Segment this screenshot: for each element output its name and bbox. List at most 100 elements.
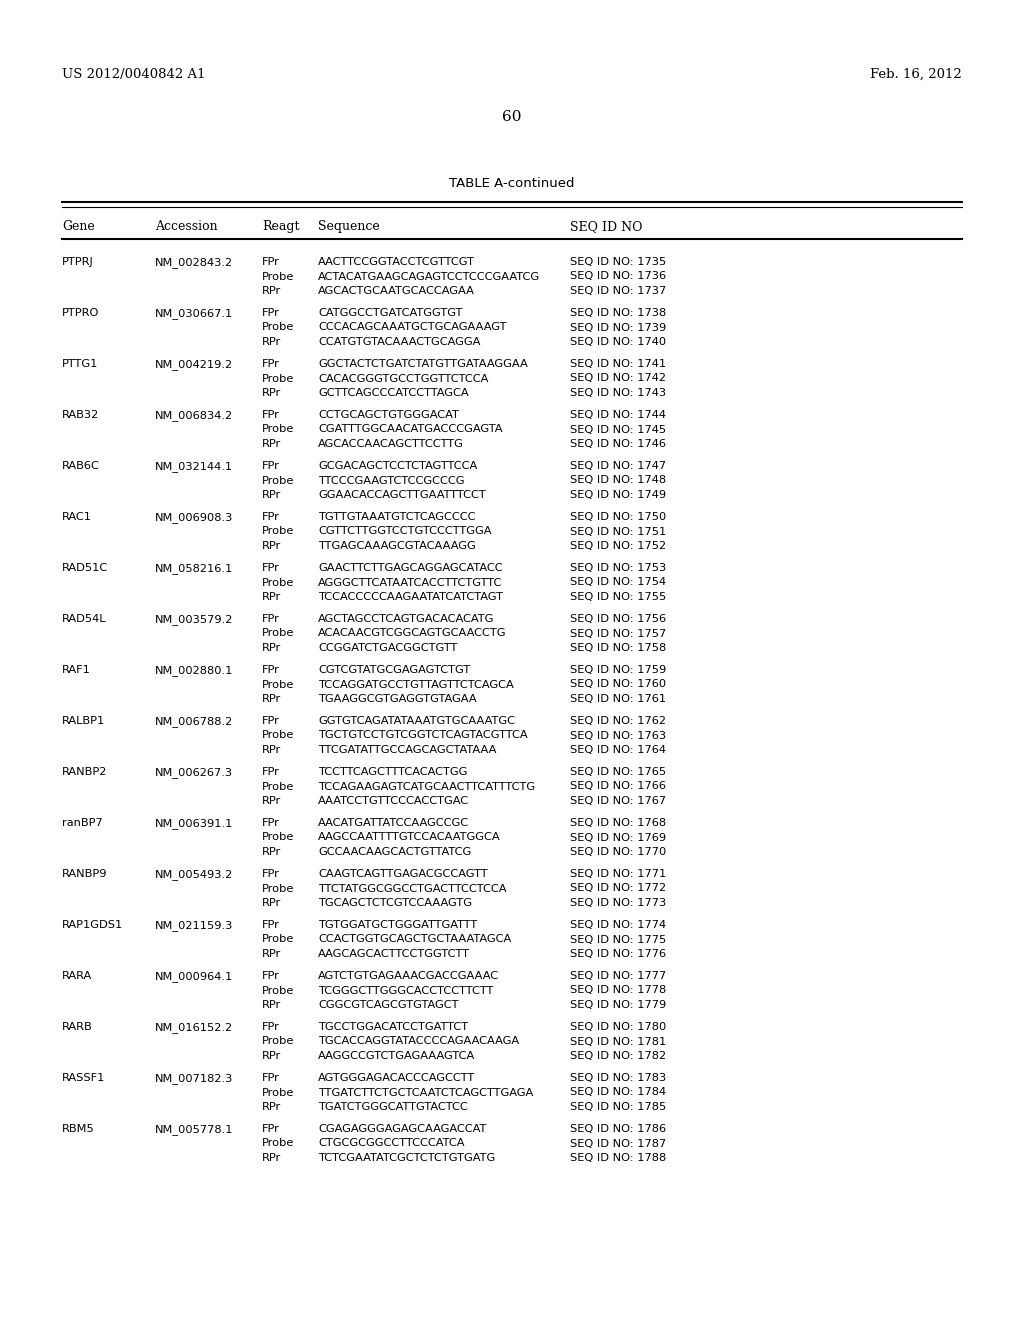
Text: NM_006788.2: NM_006788.2 <box>155 715 233 727</box>
Text: SEQ ID NO: 1768: SEQ ID NO: 1768 <box>570 818 667 828</box>
Text: FPr: FPr <box>262 972 280 981</box>
Text: GGTGTCAGATATAAATGTGCAAATGC: GGTGTCAGATATAAATGTGCAAATGC <box>318 715 515 726</box>
Text: SEQ ID NO: SEQ ID NO <box>570 220 642 234</box>
Text: CCATGTGTACAAACTGCAGGA: CCATGTGTACAAACTGCAGGA <box>318 337 480 347</box>
Text: SEQ ID NO: 1739: SEQ ID NO: 1739 <box>570 322 667 333</box>
Text: SEQ ID NO: 1771: SEQ ID NO: 1771 <box>570 869 667 879</box>
Text: FPr: FPr <box>262 920 280 931</box>
Text: AAGGCCGTCTGAGAAAGTCA: AAGGCCGTCTGAGAAAGTCA <box>318 1051 475 1061</box>
Text: RANBP9: RANBP9 <box>62 869 108 879</box>
Text: SEQ ID NO: 1776: SEQ ID NO: 1776 <box>570 949 667 960</box>
Text: AGCACCAACAGCTTCCTTG: AGCACCAACAGCTTCCTTG <box>318 440 464 449</box>
Text: SEQ ID NO: 1772: SEQ ID NO: 1772 <box>570 883 667 894</box>
Text: SEQ ID NO: 1754: SEQ ID NO: 1754 <box>570 578 667 587</box>
Text: NM_058216.1: NM_058216.1 <box>155 564 233 574</box>
Text: SEQ ID NO: 1764: SEQ ID NO: 1764 <box>570 744 666 755</box>
Text: PTPRO: PTPRO <box>62 308 99 318</box>
Text: SEQ ID NO: 1763: SEQ ID NO: 1763 <box>570 730 667 741</box>
Text: AGCACTGCAATGCACCAGAA: AGCACTGCAATGCACCAGAA <box>318 286 475 296</box>
Text: RAD54L: RAD54L <box>62 614 106 624</box>
Text: SEQ ID NO: 1774: SEQ ID NO: 1774 <box>570 920 667 931</box>
Text: Probe: Probe <box>262 781 294 792</box>
Text: AACATGATTATCCAAGCCGC: AACATGATTATCCAAGCCGC <box>318 818 469 828</box>
Text: SEQ ID NO: 1750: SEQ ID NO: 1750 <box>570 512 667 521</box>
Text: SEQ ID NO: 1743: SEQ ID NO: 1743 <box>570 388 667 399</box>
Text: SEQ ID NO: 1767: SEQ ID NO: 1767 <box>570 796 667 807</box>
Text: FPr: FPr <box>262 512 280 521</box>
Text: FPr: FPr <box>262 308 280 318</box>
Text: SEQ ID NO: 1735: SEQ ID NO: 1735 <box>570 257 667 267</box>
Text: NM_032144.1: NM_032144.1 <box>155 461 233 473</box>
Text: RPr: RPr <box>262 440 282 449</box>
Text: TGCCTGGACATCCTGATTCT: TGCCTGGACATCCTGATTCT <box>318 1022 468 1032</box>
Text: FPr: FPr <box>262 257 280 267</box>
Text: SEQ ID NO: 1761: SEQ ID NO: 1761 <box>570 694 667 704</box>
Text: ACTACATGAAGCAGAGTCCTCCCGAATCG: ACTACATGAAGCAGAGTCCTCCCGAATCG <box>318 272 540 281</box>
Text: SEQ ID NO: 1760: SEQ ID NO: 1760 <box>570 680 667 689</box>
Text: SEQ ID NO: 1736: SEQ ID NO: 1736 <box>570 272 667 281</box>
Text: TTCGATATTGCCAGCAGCTATAAA: TTCGATATTGCCAGCAGCTATAAA <box>318 744 497 755</box>
Text: RASSF1: RASSF1 <box>62 1073 105 1082</box>
Text: AAGCAGCACTTCCTGGTCTT: AAGCAGCACTTCCTGGTCTT <box>318 949 470 960</box>
Text: AAGCCAATTTTGTCCACAATGGCA: AAGCCAATTTTGTCCACAATGGCA <box>318 833 501 842</box>
Text: CAAGTCAGTTGAGACGCCAGTT: CAAGTCAGTTGAGACGCCAGTT <box>318 869 487 879</box>
Text: TCCACCCCCAAGAATATCATCTAGT: TCCACCCCCAAGAATATCATCTAGT <box>318 591 503 602</box>
Text: Probe: Probe <box>262 374 294 384</box>
Text: SEQ ID NO: 1778: SEQ ID NO: 1778 <box>570 986 667 995</box>
Text: GCGACAGCTCCTCTAGTTCCA: GCGACAGCTCCTCTAGTTCCA <box>318 461 477 471</box>
Text: CTGCGCGGCCTTCCCATCA: CTGCGCGGCCTTCCCATCA <box>318 1138 465 1148</box>
Text: CCCACAGCAAATGCTGCAGAAAGT: CCCACAGCAAATGCTGCAGAAAGT <box>318 322 507 333</box>
Text: SEQ ID NO: 1738: SEQ ID NO: 1738 <box>570 308 667 318</box>
Text: FPr: FPr <box>262 1125 280 1134</box>
Text: FPr: FPr <box>262 869 280 879</box>
Text: FPr: FPr <box>262 1022 280 1032</box>
Text: TCGGGCTTGGGCACCTCCTTCTT: TCGGGCTTGGGCACCTCCTTCTT <box>318 986 494 995</box>
Text: SEQ ID NO: 1746: SEQ ID NO: 1746 <box>570 440 666 449</box>
Text: Probe: Probe <box>262 425 294 434</box>
Text: Probe: Probe <box>262 833 294 842</box>
Text: NM_006908.3: NM_006908.3 <box>155 512 233 523</box>
Text: RPr: RPr <box>262 694 282 704</box>
Text: NM_002880.1: NM_002880.1 <box>155 665 233 676</box>
Text: RPr: RPr <box>262 591 282 602</box>
Text: TGTTGTAAATGTCTCAGCCCC: TGTTGTAAATGTCTCAGCCCC <box>318 512 475 521</box>
Text: Probe: Probe <box>262 1138 294 1148</box>
Text: Probe: Probe <box>262 935 294 945</box>
Text: Probe: Probe <box>262 986 294 995</box>
Text: TCTCGAATATCGCTCTCTGTGATG: TCTCGAATATCGCTCTCTGTGATG <box>318 1152 496 1163</box>
Text: Probe: Probe <box>262 883 294 894</box>
Text: RAD51C: RAD51C <box>62 564 109 573</box>
Text: 60: 60 <box>502 110 522 124</box>
Text: RAP1GDS1: RAP1GDS1 <box>62 920 123 931</box>
Text: TTCCCGAAGTCTCCGCCCG: TTCCCGAAGTCTCCGCCCG <box>318 475 465 486</box>
Text: CGTTCTTGGTCCTGTCCCTTGGA: CGTTCTTGGTCCTGTCCCTTGGA <box>318 527 492 536</box>
Text: GCCAACAAGCACTGTTATCG: GCCAACAAGCACTGTTATCG <box>318 847 471 857</box>
Text: NM_002843.2: NM_002843.2 <box>155 257 233 268</box>
Text: TCCAGAAGAGTCATGCAACTTCATTTCTG: TCCAGAAGAGTCATGCAACTTCATTTCTG <box>318 781 536 792</box>
Text: TCCAGGATGCCTGTTAGTTCTCAGCA: TCCAGGATGCCTGTTAGTTCTCAGCA <box>318 680 514 689</box>
Text: SEQ ID NO: 1742: SEQ ID NO: 1742 <box>570 374 666 384</box>
Text: RPr: RPr <box>262 388 282 399</box>
Text: RANBP2: RANBP2 <box>62 767 108 777</box>
Text: ACACAACGTCGGCAGTGCAACCTG: ACACAACGTCGGCAGTGCAACCTG <box>318 628 507 639</box>
Text: SEQ ID NO: 1756: SEQ ID NO: 1756 <box>570 614 667 624</box>
Text: AGCTAGCCTCAGTGACACACATG: AGCTAGCCTCAGTGACACACATG <box>318 614 495 624</box>
Text: SEQ ID NO: 1749: SEQ ID NO: 1749 <box>570 490 667 500</box>
Text: SEQ ID NO: 1782: SEQ ID NO: 1782 <box>570 1051 667 1061</box>
Text: SEQ ID NO: 1777: SEQ ID NO: 1777 <box>570 972 667 981</box>
Text: Feb. 16, 2012: Feb. 16, 2012 <box>870 69 962 81</box>
Text: SEQ ID NO: 1758: SEQ ID NO: 1758 <box>570 643 667 653</box>
Text: Probe: Probe <box>262 475 294 486</box>
Text: CGGCGTCAGCGTGTAGCT: CGGCGTCAGCGTGTAGCT <box>318 1001 459 1010</box>
Text: Probe: Probe <box>262 730 294 741</box>
Text: SEQ ID NO: 1783: SEQ ID NO: 1783 <box>570 1073 667 1082</box>
Text: CCGGATCTGACGGCTGTT: CCGGATCTGACGGCTGTT <box>318 643 458 653</box>
Text: CCTGCAGCTGTGGGACAT: CCTGCAGCTGTGGGACAT <box>318 411 459 420</box>
Text: RBM5: RBM5 <box>62 1125 95 1134</box>
Text: GAACTTCTTGAGCAGGAGCATACC: GAACTTCTTGAGCAGGAGCATACC <box>318 564 503 573</box>
Text: SEQ ID NO: 1766: SEQ ID NO: 1766 <box>570 781 666 792</box>
Text: FPr: FPr <box>262 411 280 420</box>
Text: SEQ ID NO: 1765: SEQ ID NO: 1765 <box>570 767 667 777</box>
Text: RPr: RPr <box>262 490 282 500</box>
Text: TGCACCAGGTATACCCCAGAACAAGA: TGCACCAGGTATACCCCAGAACAAGA <box>318 1036 519 1047</box>
